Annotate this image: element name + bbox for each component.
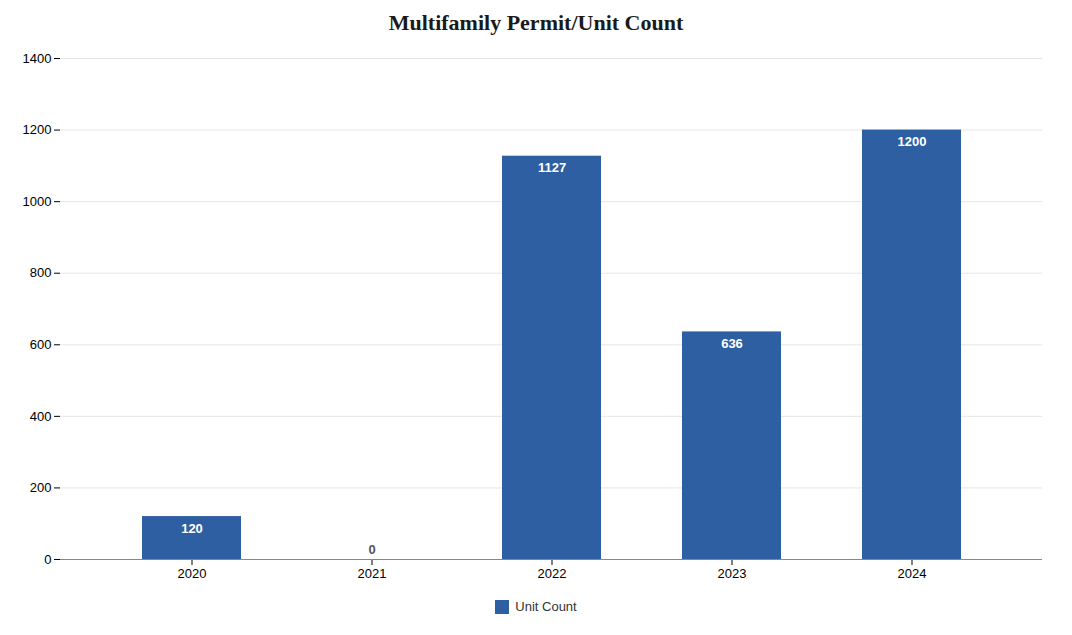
html-text:Unit Count: Unit Count [515,599,577,614]
svg-text:2023: 2023 [718,566,747,581]
html-text:Multifamily Permit/Unit Count: Multifamily Permit/Unit Count [388,10,684,35]
svg-text:1000: 1000 [23,194,52,209]
svg-text:200: 200 [30,480,52,495]
svg-text:2022: 2022 [538,566,567,581]
svg-text:400: 400 [30,409,52,424]
svg-text:636: 636 [721,336,743,351]
svg-text:600: 600 [30,337,52,352]
svg-text:800: 800 [30,265,52,280]
svg-text:2021: 2021 [358,566,387,581]
svg-text:2020: 2020 [178,566,207,581]
svg-text:1400: 1400 [23,51,52,66]
svg-text:1200: 1200 [23,122,52,137]
svg-text:0: 0 [44,552,51,567]
svg-text:2024: 2024 [898,566,927,581]
svg-text:120: 120 [181,521,203,536]
svg-text:1127: 1127 [538,160,566,175]
svg-text:0: 0 [368,542,375,557]
svg-text:1200: 1200 [898,134,927,149]
